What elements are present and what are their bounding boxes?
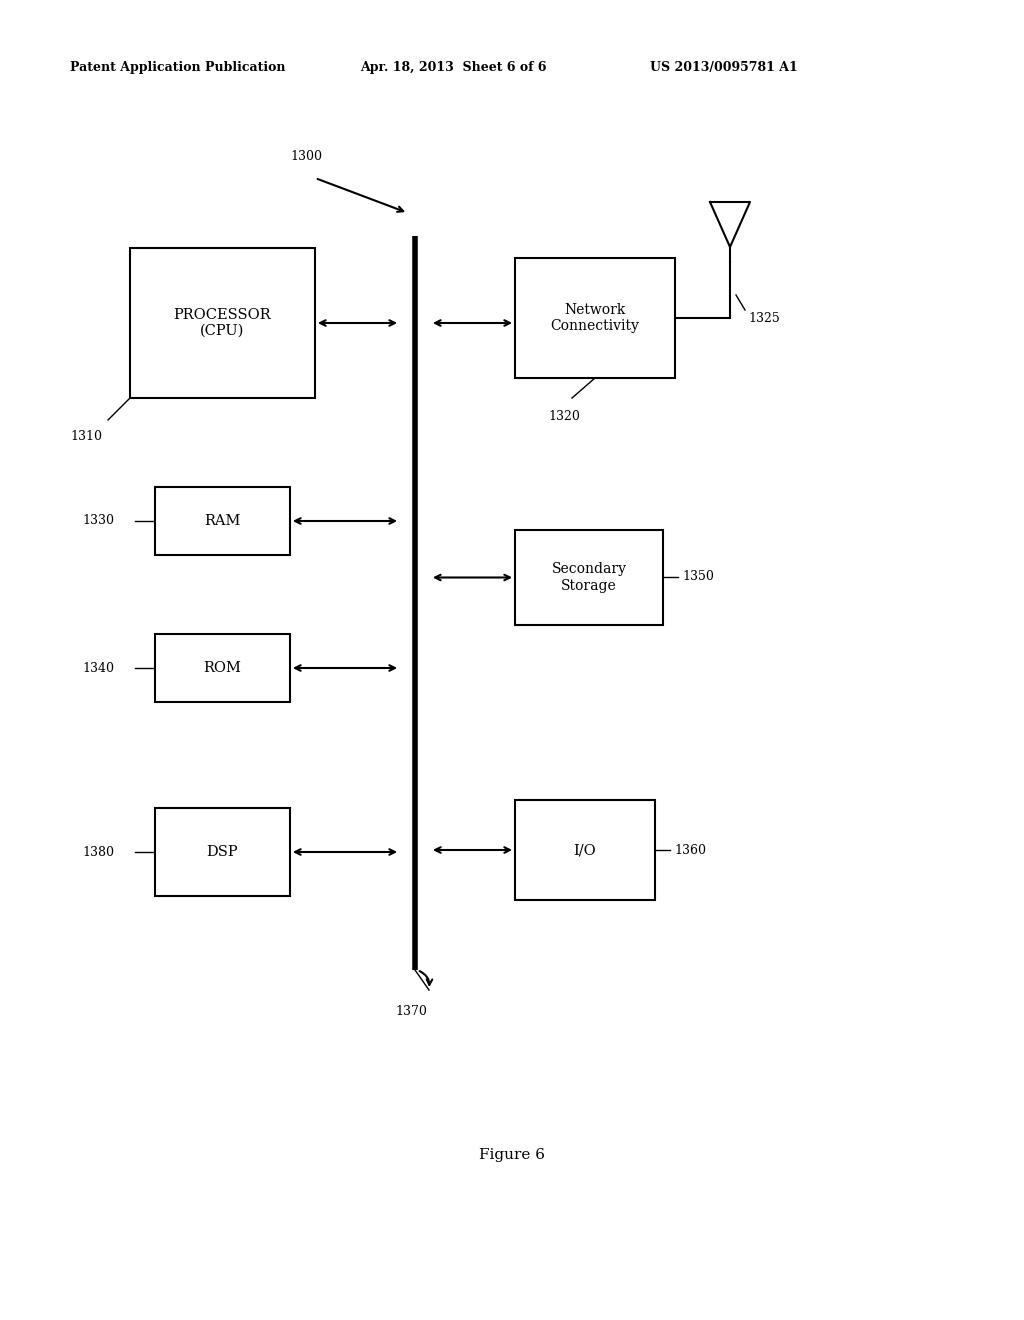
Text: 1340: 1340: [82, 661, 114, 675]
Text: I/O: I/O: [573, 843, 596, 857]
Text: Patent Application Publication: Patent Application Publication: [70, 62, 286, 74]
Bar: [515, 800, 655, 900]
Bar: [515, 257, 675, 378]
Text: 1370: 1370: [395, 1005, 427, 1018]
Text: 1320: 1320: [548, 411, 580, 422]
Bar: [515, 531, 663, 624]
Text: DSP: DSP: [207, 845, 239, 859]
Text: RAM: RAM: [205, 513, 241, 528]
Text: 1330: 1330: [82, 515, 114, 528]
Text: Apr. 18, 2013  Sheet 6 of 6: Apr. 18, 2013 Sheet 6 of 6: [360, 62, 547, 74]
Text: Figure 6: Figure 6: [479, 1148, 545, 1162]
Text: 1300: 1300: [290, 150, 322, 162]
Bar: [155, 808, 290, 896]
Text: 1360: 1360: [674, 843, 706, 857]
Bar: [155, 487, 290, 554]
Text: 1380: 1380: [82, 846, 114, 858]
Bar: [155, 634, 290, 702]
Text: Secondary
Storage: Secondary Storage: [552, 562, 627, 593]
Text: US 2013/0095781 A1: US 2013/0095781 A1: [650, 62, 798, 74]
Text: 1350: 1350: [682, 570, 714, 583]
Text: PROCESSOR
(CPU): PROCESSOR (CPU): [174, 308, 271, 338]
Bar: [130, 248, 315, 399]
Text: 1310: 1310: [70, 430, 102, 444]
Text: 1325: 1325: [748, 312, 779, 325]
Text: ROM: ROM: [204, 661, 242, 675]
Text: Network
Connectivity: Network Connectivity: [551, 302, 639, 333]
